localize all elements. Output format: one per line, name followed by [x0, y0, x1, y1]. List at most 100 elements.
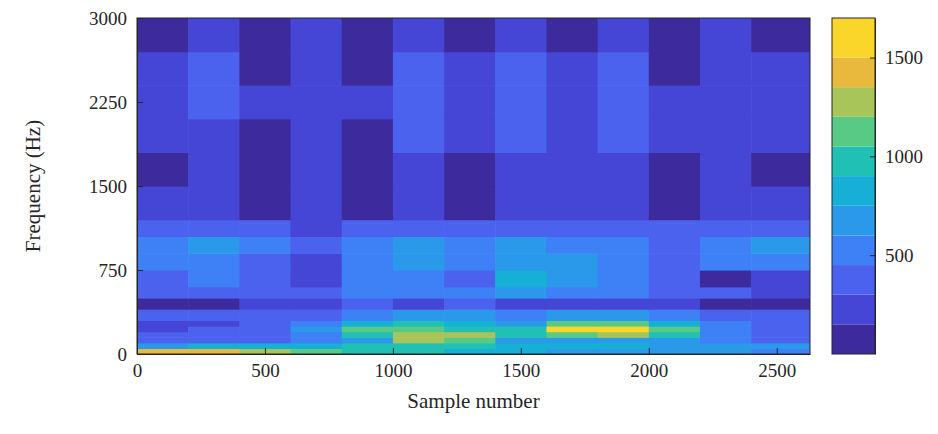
- cell: [342, 298, 394, 310]
- cell: [649, 119, 701, 153]
- cell: [393, 332, 445, 338]
- axis-line: [875, 19, 876, 355]
- cell: [444, 309, 496, 321]
- cell: [188, 326, 240, 332]
- cell: [546, 332, 598, 338]
- cell: [444, 85, 496, 119]
- cell: [546, 236, 598, 253]
- cell: [137, 18, 189, 52]
- y-axis-title: Frequency (Hz): [21, 120, 45, 252]
- cell: [291, 220, 343, 237]
- tick: 500: [870, 245, 914, 266]
- cell: [444, 298, 496, 310]
- tick-mark: [265, 348, 266, 354]
- cell: [700, 18, 752, 52]
- cell: [291, 52, 343, 86]
- cell: [751, 220, 810, 237]
- cell: [342, 287, 394, 299]
- x-axis: 05001000150020002500: [133, 348, 811, 381]
- colorbar-band: [832, 206, 875, 236]
- cell: [342, 348, 394, 354]
- tick: 1500: [89, 176, 143, 197]
- tick: 1500: [870, 47, 923, 68]
- cell: [342, 320, 394, 326]
- cell: [598, 309, 650, 321]
- y-axis: 0750150022503000: [89, 8, 143, 365]
- cell: [239, 320, 291, 326]
- colorbar-band: [832, 87, 875, 117]
- cell: [342, 309, 394, 321]
- cell: [546, 287, 598, 299]
- cell: [291, 186, 343, 220]
- cell: [700, 337, 752, 343]
- cell: [598, 186, 650, 220]
- cell: [393, 186, 445, 220]
- cell: [393, 270, 445, 287]
- cell: [649, 348, 701, 354]
- cell: [598, 270, 650, 287]
- colorbar-band: [832, 58, 875, 88]
- cell: [495, 337, 547, 343]
- cell: [649, 186, 701, 220]
- cell: [188, 298, 240, 310]
- cell: [291, 236, 343, 253]
- cell: [291, 18, 343, 52]
- cell: [751, 348, 810, 354]
- cell: [495, 152, 547, 186]
- cell: [546, 348, 598, 354]
- cell: [495, 309, 547, 321]
- cell: [649, 326, 701, 332]
- cell: [649, 298, 701, 310]
- cell: [700, 152, 752, 186]
- cell: [751, 326, 810, 332]
- cell: [291, 320, 343, 326]
- cell: [393, 119, 445, 153]
- cell: [751, 270, 810, 287]
- cell: [495, 298, 547, 310]
- cell: [598, 253, 650, 270]
- cell: [546, 309, 598, 321]
- colorbar-frame: [832, 18, 875, 354]
- colorbar-band: [832, 295, 875, 325]
- cell: [291, 253, 343, 270]
- cell: [598, 343, 650, 349]
- cell: [598, 85, 650, 119]
- cell: [393, 343, 445, 349]
- tick: 1500: [502, 348, 540, 381]
- cell: [598, 52, 650, 86]
- cell: [239, 337, 291, 343]
- cell: [495, 332, 547, 338]
- cell: [239, 186, 291, 220]
- colorbar-band: [832, 324, 875, 354]
- tick: 500: [251, 348, 280, 381]
- cell: [546, 85, 598, 119]
- cell: [495, 253, 547, 270]
- cell: [137, 119, 189, 153]
- cell: [393, 253, 445, 270]
- cell: [342, 270, 394, 287]
- cell: [444, 337, 496, 343]
- cell: [137, 337, 189, 343]
- cell: [444, 18, 496, 52]
- cell: [137, 298, 189, 310]
- cell: [444, 152, 496, 186]
- cell: [444, 186, 496, 220]
- cell: [598, 119, 650, 153]
- cell: [393, 309, 445, 321]
- cell: [342, 18, 394, 52]
- cell: [444, 348, 496, 354]
- tick-label: 2000: [630, 360, 668, 381]
- tick-mark: [137, 18, 143, 19]
- cell: [137, 152, 189, 186]
- cell: [188, 186, 240, 220]
- cell: [495, 52, 547, 86]
- cell: [598, 18, 650, 52]
- cell: [342, 326, 394, 332]
- cell: [751, 152, 810, 186]
- cell: [291, 85, 343, 119]
- cell: [137, 85, 189, 119]
- cell: [239, 309, 291, 321]
- cell: [393, 298, 445, 310]
- cell: [751, 337, 810, 343]
- cell: [393, 320, 445, 326]
